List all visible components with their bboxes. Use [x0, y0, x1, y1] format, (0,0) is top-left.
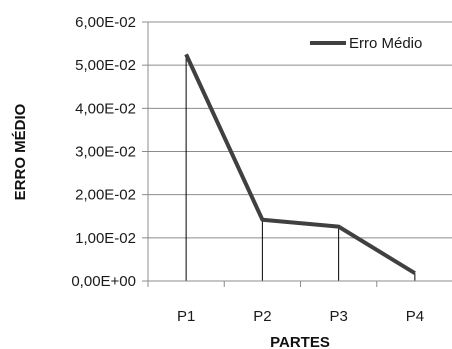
legend: Erro Médio — [310, 35, 422, 52]
y-tick-label: 2,00E-02 — [75, 187, 136, 204]
legend-label: Erro Médio — [349, 35, 422, 52]
axes — [147, 22, 452, 287]
y-tick-label: 4,00E-02 — [75, 100, 136, 117]
gridlines — [142, 21, 452, 282]
y-axis-title: ERRO MÉDIO — [12, 103, 29, 200]
y-tick-label: 1,00E-02 — [75, 230, 136, 247]
y-tick-label: 5,00E-02 — [75, 57, 136, 74]
y-tick-label: 0,00E+00 — [71, 273, 136, 290]
drop-lines — [185, 54, 416, 281]
series-line — [184, 53, 416, 275]
x-tick-label: P1 — [177, 308, 195, 325]
y-tick-label: 3,00E-02 — [75, 144, 136, 161]
x-tick-labels: P1 P2 P3 P4 — [177, 308, 424, 325]
y-tick-label: 6,00E-02 — [75, 14, 136, 31]
series-layer — [184, 53, 416, 275]
y-tick-labels: 0,00E+00 1,00E-02 2,00E-02 3,00E-02 4,00E-02… — [71, 14, 136, 290]
x-axis-title: PARTES — [270, 334, 330, 349]
x-tick-label: P4 — [406, 308, 424, 325]
x-tick-label: P2 — [253, 308, 271, 325]
x-tick-label: P3 — [329, 308, 347, 325]
